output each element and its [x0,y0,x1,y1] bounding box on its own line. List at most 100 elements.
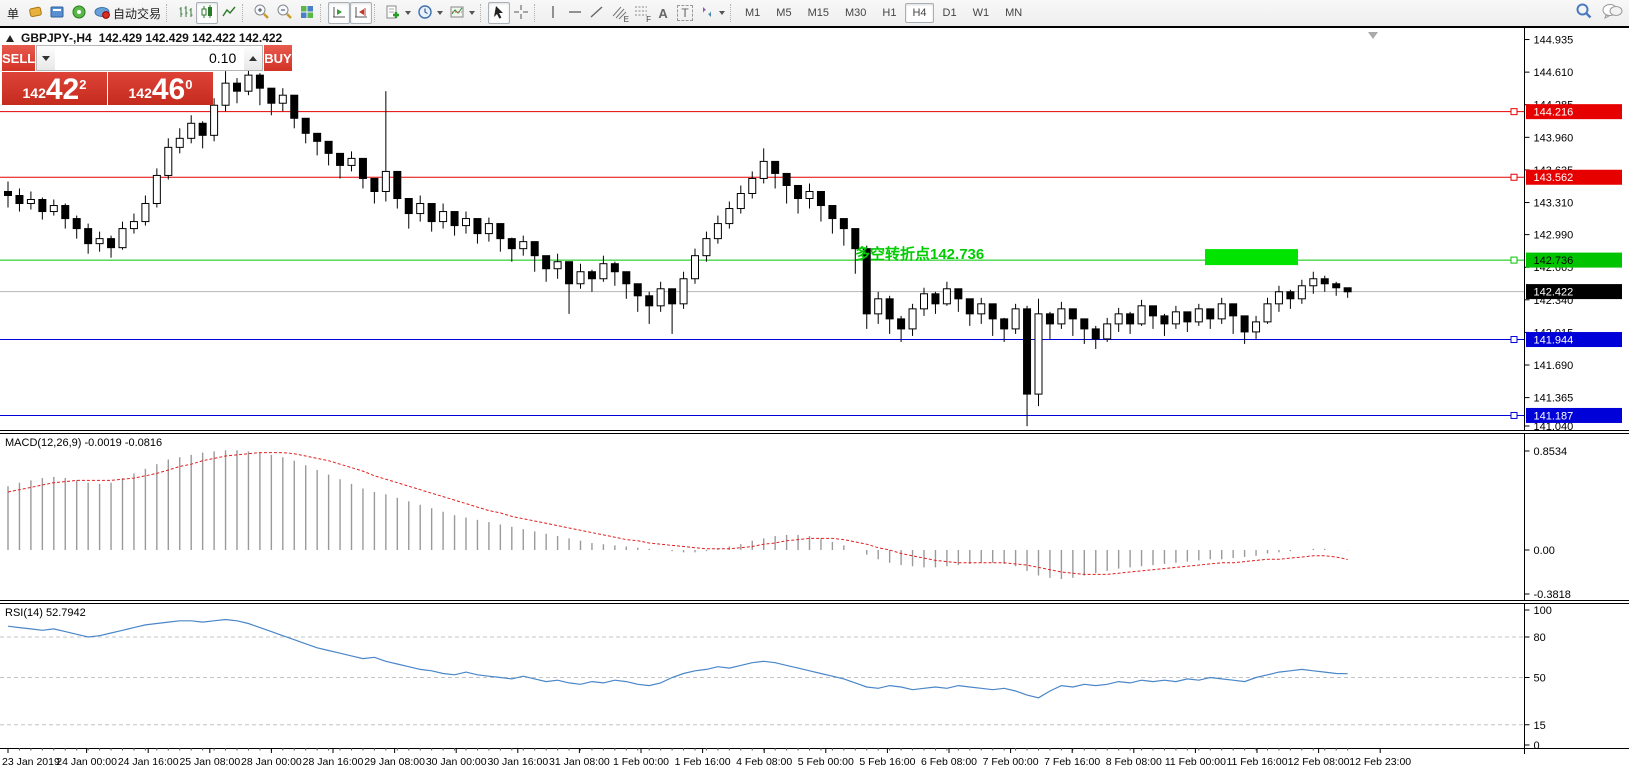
zoom-out-button[interactable] [273,2,296,24]
indicators-button[interactable] [382,2,414,24]
svg-text:142.990: 142.990 [1534,230,1574,242]
clock-icon [417,4,433,23]
candle [908,308,917,330]
search-icon[interactable] [1575,2,1593,25]
toolbar-separator [480,4,485,22]
svg-text:143.310: 143.310 [1534,198,1574,210]
green-signal-icon [71,4,87,23]
profiles-button[interactable] [46,2,68,24]
zoom-in-button[interactable] [250,2,273,24]
pivot-annotation[interactable]: 多空转折点142.736 [855,246,985,263]
fibonacci-tool-button[interactable]: F [630,2,652,24]
macd-pane[interactable]: 0.8534 0.00 -0.3818 [0,434,1629,600]
candle [324,140,333,154]
arrows-tool-button[interactable] [696,2,728,24]
channel-tool-button[interactable]: E [608,2,630,24]
text-label-tool-button[interactable]: T [674,2,696,24]
time-label: 28 Jan 00:00 [241,756,302,768]
rsi-line [7,618,1348,699]
volume-increase-button[interactable] [244,46,263,70]
vertical-line-icon [545,4,561,23]
buy-button[interactable]: BUY [264,45,292,71]
timeframe-w1-button[interactable]: W1 [972,7,990,19]
pane-divider[interactable] [0,430,1629,434]
svg-text:0.8534: 0.8534 [1534,446,1568,458]
pane-divider[interactable] [0,600,1629,604]
vertical-line-tool-button[interactable] [542,2,564,24]
candle [49,205,58,213]
time-label: 12 Feb 08:00 [1288,756,1350,768]
candle [988,303,997,320]
candle [84,228,93,245]
candle [1149,305,1157,317]
tile-windows-button[interactable] [296,2,318,24]
timeframe-h1-button[interactable]: H1 [882,7,897,19]
main-price-chart[interactable]: 144.935144.610144.285143.960143.635143.3… [0,28,1629,430]
timeframe-h4-button[interactable]: H4 [905,3,934,23]
time-label: 11 Feb 00:00 [1165,756,1226,768]
timeframe-m1-button[interactable]: M1 [745,7,761,19]
time-label: 7 Feb 16:00 [1044,756,1100,768]
candlestick-chart-type-button[interactable] [196,2,219,24]
candle [450,211,459,227]
level-handle[interactable] [1510,411,1518,419]
text-tool-button[interactable]: A [652,2,674,24]
candle [484,223,493,235]
bar-chart-type-button[interactable] [174,2,196,24]
candle [473,218,482,235]
cursor-tool-button[interactable] [488,2,511,24]
sell-price-button[interactable]: 142 42 2 [2,72,107,105]
level-handle[interactable] [1510,108,1518,116]
time-label: 5 Feb 00:00 [798,756,854,768]
candle [1240,315,1249,333]
green-highlight-box[interactable] [1205,249,1298,266]
add-indicator-icon [385,4,401,23]
fibonacci-icon [633,4,649,23]
templates-button[interactable] [446,2,478,24]
timeframe-mn-button[interactable]: MN [1005,7,1023,19]
candle [1343,287,1352,293]
signal-button[interactable] [68,2,90,24]
line-chart-type-button[interactable] [218,2,240,24]
autotrading-button[interactable]: 自动交易 [90,2,164,24]
timeframe-m5-button[interactable]: M5 [776,7,792,19]
periods-button[interactable] [414,2,446,24]
symbol-period-label: GBPJPY-,H4 [21,31,92,45]
tile-windows-icon [299,4,315,23]
level-handle[interactable] [1510,256,1518,264]
candle [4,190,12,197]
channel-sub-label: E [623,15,630,24]
candle [862,248,871,315]
trendline-tool-button[interactable] [586,2,608,24]
volume-input[interactable] [55,46,245,70]
candle [805,190,814,200]
candle [370,177,379,192]
level-handle[interactable] [1510,173,1518,181]
crosshair-tool-button[interactable] [510,2,532,24]
time-label: 24 Jan 00:00 [56,756,117,768]
timeframe-m15-button[interactable]: M15 [807,7,829,19]
candle [977,303,986,315]
buy-price-button[interactable]: 142 46 0 [108,72,213,105]
candle [95,238,104,245]
toolbar-separator [242,4,247,22]
macd-indicator-label: MACD(12,26,9) -0.0019 -0.0816 [5,437,163,449]
timeframe-m30-button[interactable]: M30 [844,7,867,19]
candle [427,203,436,223]
horizontal-line-tool-button[interactable] [564,2,586,24]
chart-shift-button[interactable] [350,2,373,24]
rsi-pane[interactable]: 100 80 50 15 0 [0,604,1629,748]
auto-scroll-button[interactable] [328,2,351,24]
candle [874,298,883,315]
timeframe-d1-button[interactable]: D1 [942,7,957,19]
scroll-marker-icon[interactable] [1368,32,1378,39]
volume-decrease-button[interactable] [37,46,56,70]
chart-window-button[interactable] [24,2,46,24]
sell-button[interactable]: SELL [2,45,36,71]
chat-icon[interactable] [1601,2,1623,25]
level-handle[interactable] [1510,336,1518,344]
time-label: 1 Feb 00:00 [613,756,669,768]
candle [301,117,310,134]
new-order-button[interactable]: 单 [2,2,24,24]
